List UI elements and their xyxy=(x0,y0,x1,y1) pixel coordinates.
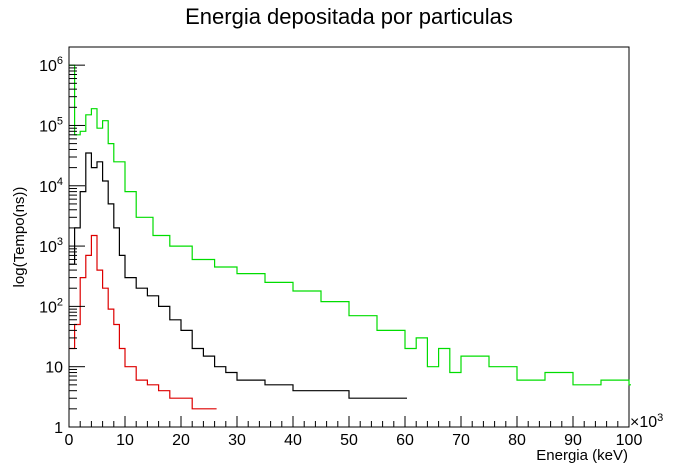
y-tick-label: 106 xyxy=(39,55,63,75)
y-tick-label-exp: 6 xyxy=(57,55,63,67)
x-axis-multiplier-exp: 3 xyxy=(657,412,663,424)
x-tick-label: 70 xyxy=(452,432,470,449)
x-tick-label: 90 xyxy=(564,432,582,449)
x-axis-multiplier: ×103 xyxy=(630,412,663,431)
y-tick-label: 10 xyxy=(45,360,63,377)
x-tick-label: 20 xyxy=(172,432,190,449)
chart-title: Energia depositada por particulas xyxy=(185,4,513,29)
x-axis-title: Energia (keV) xyxy=(536,447,628,464)
y-tick-label: 105 xyxy=(39,115,63,135)
y-tick-label: 1 xyxy=(54,420,63,437)
x-tick-label: 80 xyxy=(508,432,526,449)
series-0-line xyxy=(69,64,631,386)
y-tick-label-exp: 2 xyxy=(57,296,63,308)
y-axis-title: log(Tempo(ns)) xyxy=(11,187,28,288)
y-tick-label-exp: 4 xyxy=(57,176,63,188)
x-tick-label: 10 xyxy=(116,432,134,449)
y-tick-label-base: 1 xyxy=(54,420,63,437)
x-tick-label: 50 xyxy=(340,432,358,449)
y-tick-label-base: 10 xyxy=(39,299,57,316)
y-tick-label: 104 xyxy=(39,176,63,196)
plot-frame xyxy=(68,46,630,428)
series-1-line xyxy=(69,152,407,399)
y-tick-label-base: 10 xyxy=(39,118,57,135)
y-tick-label: 103 xyxy=(39,236,63,256)
x-tick-label: 100 xyxy=(616,432,643,449)
x-tick-label: 60 xyxy=(396,432,414,449)
y-tick-label-base: 10 xyxy=(39,58,57,75)
x-tick-label: 0 xyxy=(65,432,74,449)
y-tick-label-exp: 5 xyxy=(57,115,63,127)
y-tick-label: 102 xyxy=(39,296,63,316)
series-2-line xyxy=(69,234,217,410)
y-tick-label-exp: 3 xyxy=(57,236,63,248)
series-layer xyxy=(69,64,631,410)
x-tick-label: 40 xyxy=(284,432,302,449)
x-tick-label: 30 xyxy=(228,432,246,449)
y-tick-label-base: 10 xyxy=(39,179,57,196)
y-tick-label-base: 10 xyxy=(45,360,63,377)
y-tick-label-base: 10 xyxy=(39,239,57,256)
